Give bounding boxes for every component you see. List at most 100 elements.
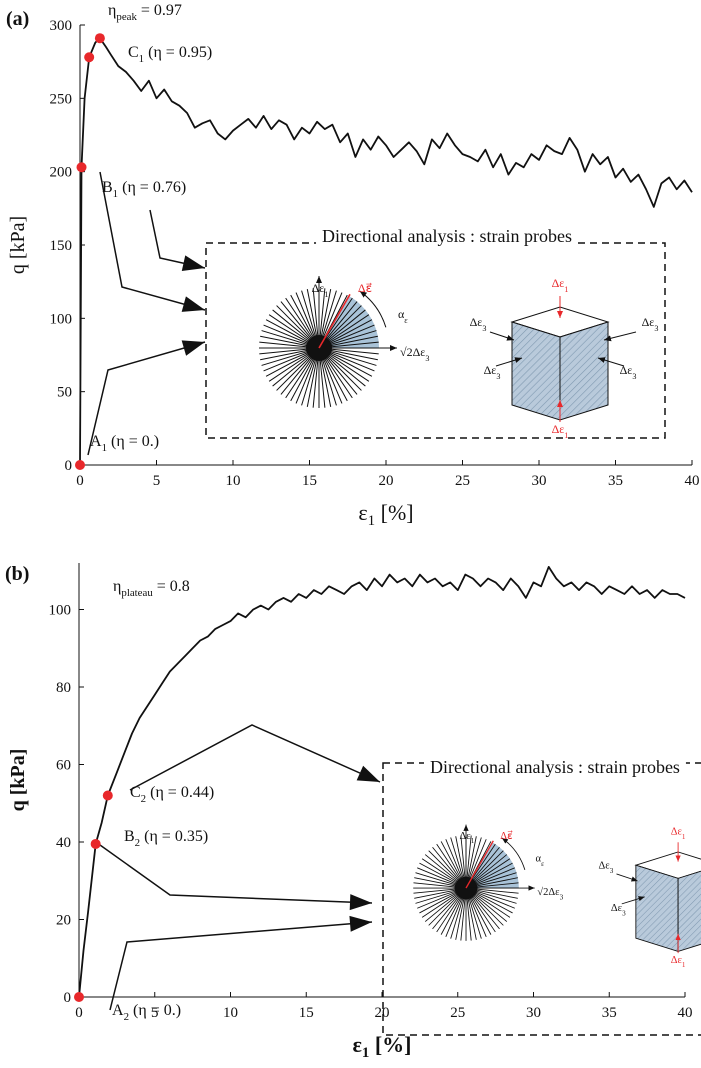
state-point [84, 52, 95, 63]
curve [78, 566, 686, 998]
probe-sector [319, 296, 379, 348]
inset-label-main: Δε [484, 363, 497, 377]
annotation: C2 (η = 0.44) [130, 784, 214, 805]
cube-right [559, 321, 609, 421]
annotation-sub: plateau [121, 587, 153, 599]
inset-label: Δε1 [671, 955, 686, 969]
load-arrow [616, 873, 638, 882]
annotation-sub: 1 [139, 53, 144, 65]
inset-label-main: Δε [611, 903, 623, 914]
y-axis-label: q [kPa] [7, 749, 29, 812]
annotation-rest: (η = 0.35) [140, 828, 208, 845]
inset-label: Δε3 [642, 315, 659, 333]
y-tick-label: 20 [56, 913, 71, 929]
inset-label-main: √2Δε [537, 886, 560, 898]
annotation-rest: (η = 0.) [129, 1002, 181, 1019]
arrowhead [181, 296, 205, 312]
inset-label: Δε1 [312, 281, 329, 299]
y-axis-label: q [kPa] [7, 216, 29, 274]
annotation-main: η [113, 578, 121, 595]
cube-right [677, 870, 701, 952]
y-tick-label: 300 [50, 18, 73, 34]
inset-label: Δε1 [459, 831, 474, 845]
annotation-rest: (η = 0.76) [118, 179, 186, 196]
load-arrow [597, 357, 625, 367]
y-tick-label: 250 [50, 91, 73, 107]
arrowhead [181, 255, 205, 272]
x-tick-label: 35 [602, 1005, 617, 1021]
y-tick-label: 200 [50, 165, 73, 181]
annotation: ηpeak = 0.97 [108, 2, 182, 23]
annotation-main: B [102, 179, 113, 196]
annotation-sub: 1 [102, 442, 107, 454]
arrowhead [356, 765, 380, 782]
state-point [102, 790, 113, 801]
inset-label: Δε3 [484, 363, 501, 381]
inset-label: Δε⃗ [500, 830, 513, 842]
annotation-sub: 2 [135, 837, 140, 849]
inset-label-main: Δε [552, 422, 565, 436]
x-tick-label: 15 [302, 473, 317, 489]
inset-label-sub: 3 [482, 324, 486, 333]
x-axis-label: ε1 [%] [358, 500, 413, 529]
annotation-sub: peak [116, 11, 137, 23]
annotation: A2 (η = 0.) [112, 1002, 181, 1023]
y-tick-label: 0 [65, 458, 73, 474]
y-tick-label: 50 [57, 385, 72, 401]
inset-label-main: Δε⃗ [500, 830, 513, 842]
state-point [94, 33, 105, 44]
inset-label: αε [536, 854, 545, 868]
inset-label-sub: 1 [324, 290, 328, 299]
y-tick-label: 0 [64, 990, 72, 1006]
inset-label-sub: ε [404, 316, 408, 325]
inset-label: Δε3 [599, 861, 614, 875]
inset-label-sub: ε [541, 860, 544, 868]
inset-label: Δε1 [552, 276, 569, 294]
curve [79, 37, 693, 466]
annotation-arrow [149, 209, 206, 269]
probe-vector [465, 840, 494, 889]
inset-label: Δε1 [552, 422, 569, 440]
annotation-arrow [99, 171, 206, 311]
y-tick-label: 100 [49, 603, 72, 619]
inset-title: Directional analysis : strain probes [430, 757, 680, 777]
inset-label-sub: 1 [471, 837, 475, 845]
cube-left [635, 864, 679, 952]
angle-arrow [501, 837, 526, 870]
arrowhead [181, 340, 205, 356]
x-axis-label: ε1 [%] [352, 1032, 411, 1061]
inset-label-main: Δε [312, 281, 325, 295]
inset-label: √2Δε3 [400, 345, 429, 363]
annotation-main: A [112, 1002, 124, 1019]
state-point [75, 460, 85, 470]
inset-label: Δε1 [671, 826, 686, 840]
annotation-arrow [129, 724, 381, 791]
annotation-rest: = 0.8 [153, 578, 190, 595]
y-tick-label: 40 [56, 835, 71, 851]
inset-title-bg [424, 757, 686, 777]
annotation-sub: 2 [124, 1011, 129, 1023]
angle-arrow [359, 290, 387, 328]
x-tick-label: 40 [685, 473, 700, 489]
inset-label-sub: 3 [632, 372, 636, 381]
annotation-main: η [108, 2, 116, 19]
x-tick-label: 0 [75, 1005, 83, 1021]
load-arrow [621, 896, 645, 905]
load-arrow [603, 331, 637, 342]
cube-left [511, 321, 561, 421]
annotation-main: B [124, 828, 135, 845]
inset-label-sub: 3 [654, 324, 658, 333]
annotation: B2 (η = 0.35) [124, 828, 208, 849]
x-axis-label-main: ε [358, 500, 367, 525]
inset-label: Δε3 [470, 315, 487, 333]
inset-label-main: Δε⃗ [358, 281, 372, 295]
state-point [76, 162, 87, 173]
x-tick-label: 10 [223, 1005, 238, 1021]
inset-label: Δε3 [620, 363, 637, 381]
x-tick-label: 25 [455, 473, 470, 489]
x-tick-label: 25 [450, 1005, 465, 1021]
load-arrow [489, 331, 515, 341]
probe-vector [318, 293, 351, 349]
x-tick-label: 35 [608, 473, 623, 489]
annotation-rest: = 0.97 [137, 2, 182, 19]
